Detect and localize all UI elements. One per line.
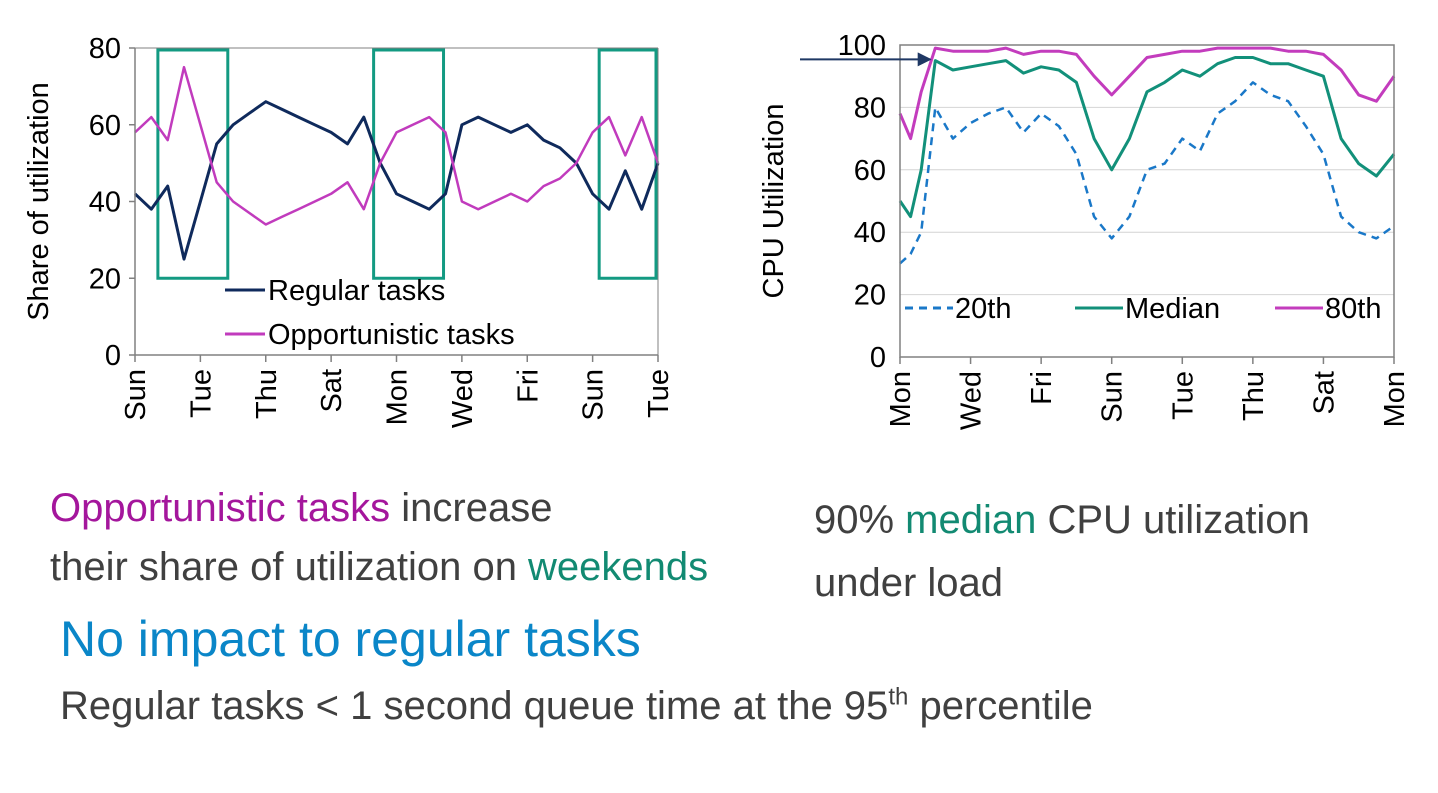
x-tick-label: Sun	[578, 369, 610, 421]
legend-label: 80th	[1325, 293, 1381, 325]
y-tick-label: 60	[854, 155, 886, 187]
caption-right-line1: 90% median CPU utilization	[814, 498, 1310, 543]
caption-right-line2: under load	[814, 561, 1004, 605]
y-tick-label: 80	[89, 33, 121, 65]
caption-left-line1: Opportunistic tasks increase	[50, 486, 552, 531]
footnote-text-a: Regular tasks < 1 second queue time at t…	[60, 684, 889, 728]
legend-label: 20th	[955, 293, 1011, 325]
footnote: Regular tasks < 1 second queue time at t…	[60, 684, 1093, 729]
caption-share-text: their share of utilization on	[50, 545, 529, 589]
caption-median: median	[905, 498, 1037, 542]
caption-weekends: weekends	[528, 545, 709, 589]
headline: No impact to regular tasks	[60, 611, 641, 667]
chart-1: 0 20 40 60 80 Sun Tue Thu Sat Mon Wed Fri Sun Tue Shar…	[23, 33, 675, 428]
series-line-80th	[898, 46, 1396, 141]
x-tick-label: Mon	[885, 371, 917, 427]
plot-frame	[899, 44, 1395, 358]
caption-increase: increase	[390, 486, 553, 530]
y-tick-label: 40	[89, 187, 121, 219]
x-tick-label: Wed	[956, 371, 988, 430]
x-tick-label: Fri	[1026, 371, 1058, 405]
y-tick-label: 80	[854, 92, 886, 124]
highlight-box	[372, 48, 446, 280]
legend-label: Median	[1125, 293, 1220, 325]
legend: Regular tasks Opportunistic tasks	[225, 275, 515, 351]
highlight-box	[597, 48, 658, 280]
legend: 20th Median 80th	[905, 293, 1381, 325]
y-tick-label: 40	[854, 217, 886, 249]
x-tick-label: Fri	[512, 369, 544, 403]
y-axis-title: CPU Utilization	[758, 104, 790, 299]
x-tick-label: Sun	[1097, 371, 1129, 423]
x-tick-label: Wed	[447, 369, 479, 428]
highlight-box	[156, 48, 230, 280]
footnote-text-b: percentile	[908, 684, 1093, 728]
x-tick-label: Mon	[382, 369, 414, 425]
series-line-20th	[899, 81, 1395, 265]
legend-label: Regular tasks	[268, 275, 445, 307]
y-tick-label: 20	[89, 263, 121, 295]
x-tick-label: Thu	[1238, 371, 1270, 421]
x-tick-label: Tue	[185, 369, 217, 418]
y-tick-label: 100	[838, 30, 886, 62]
y-tick-label: 60	[89, 110, 121, 142]
caption-opportunistic-tasks: Opportunistic tasks	[50, 486, 391, 530]
y-tick-label: 0	[105, 340, 121, 372]
x-tick-label: Thu	[251, 369, 283, 419]
x-tick-label: Tue	[1167, 371, 1199, 420]
caption-left-line2: their share of utilization on weekends	[50, 545, 708, 590]
caption-cpu-utilization: CPU utilization	[1036, 498, 1310, 542]
caption-90-percent: 90%	[814, 498, 906, 542]
x-tick-label: Sat	[316, 369, 348, 413]
y-axis-title: Share of utilization	[23, 82, 55, 321]
series-line-median	[898, 56, 1396, 219]
chart-2: 0 20 40 60 80 100 Mon Wed Fri Sun Tue Thu Sat Mon CPU …	[758, 30, 1411, 430]
series-line-regular-tasks	[133, 100, 660, 261]
legend-label: Opportunistic tasks	[268, 319, 515, 351]
x-tick-label: Sun	[120, 369, 152, 421]
x-tick-label: Mon	[1379, 371, 1411, 427]
footnote-superscript: th	[888, 683, 909, 711]
x-tick-label: Sat	[1308, 371, 1340, 415]
x-tick-label: Tue	[643, 369, 675, 418]
series-line-opportunistic-tasks	[134, 65, 660, 226]
y-tick-label: 0	[870, 342, 886, 374]
y-tick-label: 20	[854, 280, 886, 312]
